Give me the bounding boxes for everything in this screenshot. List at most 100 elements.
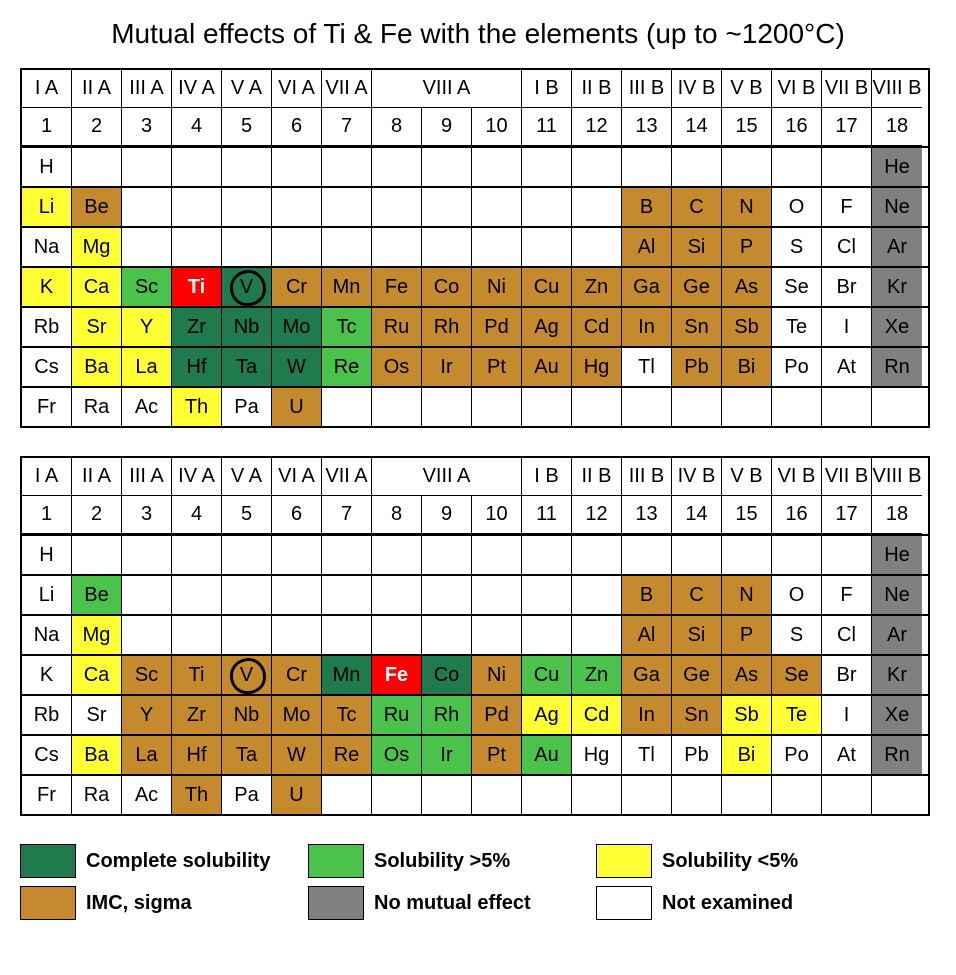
group-header: VII B [822,458,872,496]
empty-cell [472,536,522,574]
empty-cell [822,536,872,574]
group-number: 3 [122,108,172,146]
empty-cell [372,576,422,614]
element-br: Br [822,656,872,694]
element-b: B [622,188,672,226]
element-ag: Ag [522,696,572,734]
element-nb: Nb [222,308,272,346]
empty-cell [272,576,322,614]
element-as: As [722,656,772,694]
empty-cell [472,388,522,426]
empty-cell [322,228,372,266]
group-number: 6 [272,496,322,534]
legend-item: No mutual effect [308,886,588,920]
element-o: O [772,188,822,226]
element-cl: Cl [822,228,872,266]
legend-item: Solubility >5% [308,844,588,878]
element-li: Li [22,188,72,226]
group-number: 17 [822,496,872,534]
group-number: 8 [372,496,422,534]
legend-label: Not examined [662,892,793,915]
group-number: 6 [272,108,322,146]
group-number: 9 [422,496,472,534]
empty-cell [522,616,572,654]
element-ru: Ru [372,308,422,346]
element-n: N [722,188,772,226]
empty-cell [222,576,272,614]
group-number: 11 [522,108,572,146]
legend-swatch [596,886,652,920]
empty-cell [222,536,272,574]
element-ti: Ti [172,656,222,694]
empty-cell [422,388,472,426]
element-c: C [672,576,722,614]
element-ac: Ac [122,776,172,814]
element-na: Na [22,228,72,266]
empty-cell [222,188,272,226]
element-al: Al [622,228,672,266]
element-ar: Ar [872,228,922,266]
element-at: At [822,736,872,774]
group-number: 18 [872,108,922,146]
empty-cell [122,148,172,186]
empty-cell [172,616,222,654]
group-header: V B [722,70,772,108]
element-ra: Ra [72,776,122,814]
empty-cell [222,616,272,654]
empty-cell [722,536,772,574]
element-hg: Hg [572,736,622,774]
group-header: I A [22,458,72,496]
element-br: Br [822,268,872,306]
group-header: I B [522,458,572,496]
page-title: Mutual effects of Ti & Fe with the eleme… [20,18,936,50]
group-number: 9 [422,108,472,146]
element-po: Po [772,736,822,774]
empty-cell [172,148,222,186]
element-rb: Rb [22,696,72,734]
element-co: Co [422,656,472,694]
group-number: 14 [672,108,722,146]
element-pb: Pb [672,736,722,774]
empty-cell [172,188,222,226]
ti-table: I AII AIII AIV AV AVI AVII AVIII AI BII … [20,68,930,428]
empty-cell [572,388,622,426]
empty-cell [372,188,422,226]
empty-cell [472,616,522,654]
element-mg: Mg [72,228,122,266]
empty-cell [322,188,372,226]
empty-cell [122,228,172,266]
empty-cell [422,616,472,654]
group-header: VIII B [872,70,922,108]
empty-cell [422,148,472,186]
empty-cell [522,576,572,614]
empty-cell [672,536,722,574]
element-rh: Rh [422,696,472,734]
empty-cell [572,228,622,266]
empty-cell [372,616,422,654]
empty-cell [222,228,272,266]
element-tc: Tc [322,696,372,734]
empty-cell [372,388,422,426]
element-ta: Ta [222,736,272,774]
group-number: 4 [172,108,222,146]
element-cd: Cd [572,696,622,734]
element-p: P [722,228,772,266]
group-header: I A [22,70,72,108]
empty-cell [322,776,372,814]
element-th: Th [172,388,222,426]
empty-cell [172,536,222,574]
element-be: Be [72,576,122,614]
empty-cell [372,228,422,266]
legend-swatch [308,886,364,920]
group-number: 18 [872,496,922,534]
empty-cell [372,776,422,814]
element-zr: Zr [172,696,222,734]
legend-label: Solubility >5% [374,850,510,873]
group-number: 12 [572,496,622,534]
element-ir: Ir [422,348,472,386]
group-header: III A [122,458,172,496]
element-pd: Pd [472,696,522,734]
group-header: VI A [272,458,322,496]
element-u: U [272,388,322,426]
element-nb: Nb [222,696,272,734]
